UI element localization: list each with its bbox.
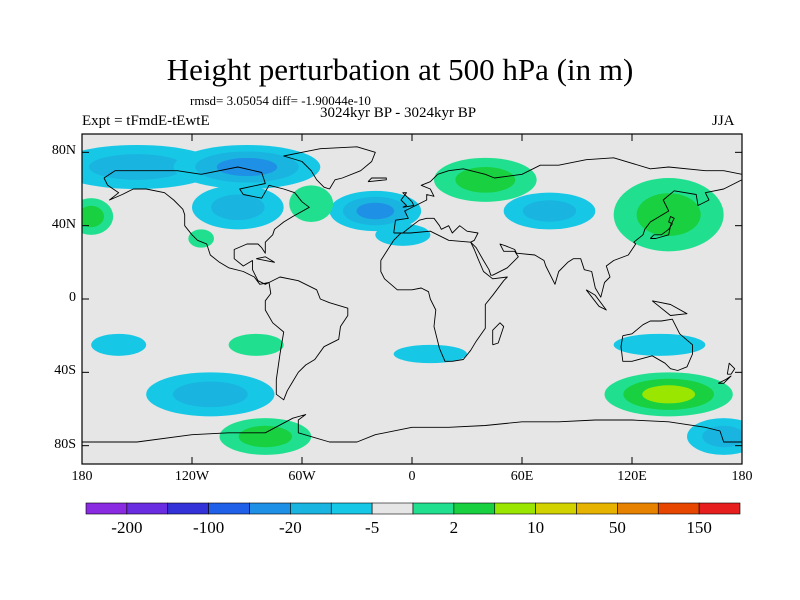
anomaly-region-10 [188, 229, 215, 248]
colorbar-swatch [698, 502, 741, 515]
colorbar-label: -200 [111, 518, 143, 537]
anomaly-contour [91, 333, 147, 356]
colorbar-label: -5 [365, 518, 380, 537]
anomaly-region-3 [329, 190, 422, 232]
anomaly-contour [636, 193, 701, 237]
coastline-2 [283, 146, 376, 190]
chart-title: Height perturbation at 500 hPa (in m) [166, 52, 634, 87]
colorbar-label: 2 [449, 518, 459, 537]
x-tick-label: 180 [731, 469, 753, 484]
coastline-12 [585, 289, 607, 311]
anomaly-contour [375, 223, 431, 246]
colorbar-label: 50 [608, 518, 626, 537]
y-tick-label: 80S [54, 436, 76, 452]
anomaly-contour [216, 157, 278, 177]
anomaly-contour [172, 381, 248, 408]
anomaly-contour [211, 194, 265, 221]
anomaly-contour [82, 205, 104, 228]
anomaly-contour [228, 333, 284, 356]
anomaly-contour [455, 167, 516, 193]
rmsd-stats: rmsd= 3.05054 diff= -1.90044e-10 [190, 93, 371, 108]
anomaly-region-4 [375, 223, 431, 246]
anomaly-contour [522, 200, 577, 222]
colorbar-swatch [371, 502, 414, 515]
colorbar-swatch [126, 502, 169, 515]
coastline-15 [256, 256, 275, 263]
colorbar-label: 10 [527, 518, 545, 537]
colorbar-swatch [453, 502, 496, 515]
anomaly-region-14 [613, 333, 706, 356]
colorbar-swatch [167, 502, 209, 515]
season-label: JJA [712, 113, 735, 129]
anomaly-region-15 [604, 372, 733, 417]
coastline-layer [82, 146, 742, 443]
anomaly-region-17 [146, 372, 275, 417]
anomaly-contour [188, 229, 215, 248]
coastline-6 [400, 192, 415, 208]
x-tick-label: 60W [288, 469, 316, 484]
anomaly-region-9 [82, 198, 114, 235]
y-tick-label: 40S [54, 363, 76, 379]
period-subtitle: 3024kyr BP - 3024kyr BP [320, 105, 477, 121]
anomaly-region-11 [228, 333, 284, 356]
coastline-11 [492, 322, 505, 346]
anomaly-contour [393, 344, 468, 364]
colorbar-swatch [249, 502, 291, 515]
x-tick-label: 180 [71, 469, 93, 484]
colorbar-swatch [208, 502, 250, 515]
colorbar-swatch [657, 502, 700, 515]
coastline-10 [718, 375, 732, 384]
colorbar-swatch [576, 502, 618, 515]
coastline-9 [726, 362, 736, 375]
experiment-label: Expt = tFmdE-tEwtE [82, 113, 210, 129]
anomaly-contour [642, 385, 696, 404]
anomaly-region-12 [91, 333, 147, 356]
coastline-4 [380, 230, 508, 362]
anomaly-region-13 [393, 344, 468, 364]
colorbar-swatch [85, 502, 128, 515]
colorbar-swatch [535, 502, 577, 515]
anomaly-region-5 [503, 192, 596, 230]
x-tick-label: 120W [174, 469, 210, 484]
colorbar-swatch [330, 502, 373, 515]
colorbar-swatch [617, 502, 659, 515]
y-tick-label: 0 [69, 290, 76, 305]
colorbar-swatch [494, 502, 536, 515]
colorbar-label: 150 [686, 518, 712, 537]
coastline-8 [649, 216, 675, 239]
anomaly-contour [356, 202, 395, 220]
colorbar-label: -20 [279, 518, 302, 537]
y-tick-label: 80N [51, 143, 76, 159]
coastline-5 [620, 318, 693, 371]
anomaly-contour [238, 425, 293, 448]
coastline-0 [103, 166, 310, 285]
x-tick-label: 120E [617, 469, 647, 484]
tick-layer [81, 134, 743, 464]
coastline-7 [82, 414, 742, 443]
x-tick-label: 0 [408, 469, 416, 484]
colorbar-swatch [290, 502, 332, 515]
x-tick-label: 60E [510, 469, 534, 484]
coastline-14 [367, 177, 387, 183]
y-tick-label: 40N [51, 216, 76, 232]
coastline-1 [264, 276, 349, 401]
anomaly-region-2 [192, 185, 284, 230]
anomaly-contour [88, 154, 186, 180]
anomaly-region-16 [219, 418, 312, 455]
coastline-13 [651, 300, 688, 316]
colorbar-label: -100 [193, 518, 225, 537]
anomaly-contour [613, 333, 706, 356]
colorbar-swatch [412, 502, 455, 515]
